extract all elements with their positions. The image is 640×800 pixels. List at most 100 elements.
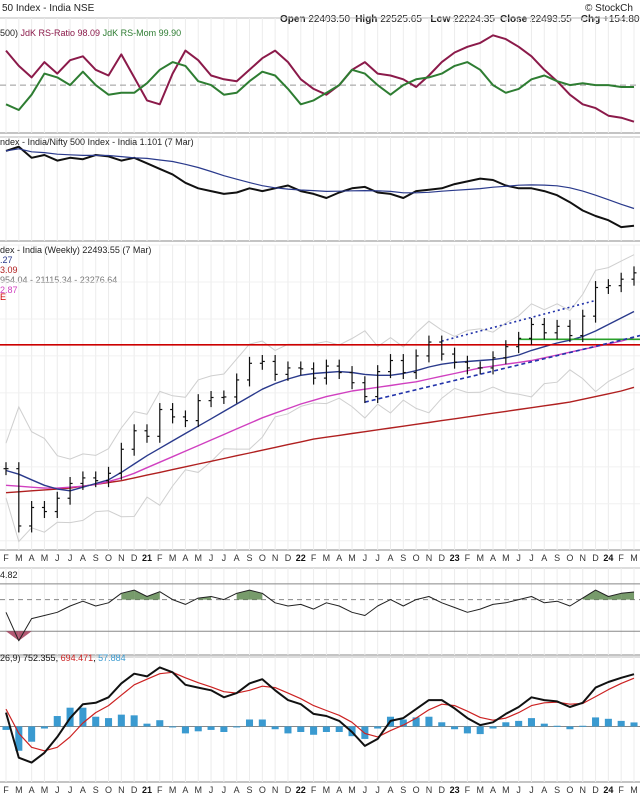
x-tick-label: M xyxy=(348,785,356,795)
x-tick-label: F xyxy=(3,553,9,563)
x-tick-label: O xyxy=(566,553,573,563)
rs-mom-label: JdK RS-Mom 99.90 xyxy=(103,28,182,38)
rsi-fill-positive xyxy=(608,593,622,600)
x-tick-label: A xyxy=(387,785,393,795)
x-tick-label: J xyxy=(55,785,60,795)
histogram-bar xyxy=(374,726,382,729)
histogram-value: 57.884 xyxy=(98,653,126,663)
x-tick-label: M xyxy=(194,553,202,563)
x-tick-label: M xyxy=(169,785,177,795)
histogram-bar xyxy=(630,722,638,727)
chart-title: 50 Index - India NSE xyxy=(2,3,95,14)
x-tick-label: N xyxy=(579,553,586,563)
histogram-bar xyxy=(438,722,446,727)
x-tick-label: D xyxy=(131,785,138,795)
x-tick-label: J xyxy=(375,785,380,795)
x-tick-label: D xyxy=(592,785,599,795)
x-tick-label: N xyxy=(426,553,433,563)
ohlc-open: Open 22403.50 xyxy=(280,14,350,25)
plot-area xyxy=(0,34,640,764)
x-tick-label: J xyxy=(529,785,534,795)
x-tick-label: O xyxy=(105,785,112,795)
histogram-bar xyxy=(515,720,523,727)
x-axes: F M A M J J A S O N D 21 F M A M J J A S O N D 22 F M A M J J A S O N D 23 F… xyxy=(3,553,638,795)
rs-ratio-line xyxy=(5,34,635,123)
histogram-bar xyxy=(284,726,292,734)
bollinger-lower xyxy=(5,367,635,543)
jdk-legend: 500) JdK RS-Ratio 98.09 JdK RS-Mom 99.90 xyxy=(0,28,181,38)
x-tick-label: A xyxy=(541,553,547,563)
x-tick-label: F xyxy=(618,553,624,563)
macd-line xyxy=(5,666,635,764)
price-panel-label: dex - India (Weekly) 22493.55 (7 Mar) xyxy=(0,245,151,255)
price-legend: .27 3.09 954.04 - 21115.34 - 23276.64 2.… xyxy=(0,255,117,302)
histogram-bar xyxy=(553,725,561,727)
bollinger-upper xyxy=(5,254,635,460)
x-tick-label: 23 xyxy=(450,785,460,795)
rs-ratio-label: JdK RS-Ratio 98.09 xyxy=(21,28,101,38)
histogram-bar xyxy=(105,718,113,727)
ohlc-chg: Chg +154.80 (+0 xyxy=(581,14,640,25)
signal-value: 694.471 xyxy=(61,653,94,663)
histogram-bar xyxy=(463,726,471,734)
x-tick-label: M xyxy=(323,553,331,563)
histogram-bar xyxy=(412,717,420,727)
ma-blue-line xyxy=(5,310,635,492)
x-tick-label: J xyxy=(209,785,214,795)
brand-watermark: © StockCh xyxy=(585,3,633,14)
ma-magenta-line xyxy=(5,336,635,489)
histogram-bar xyxy=(271,726,279,730)
x-tick-label: A xyxy=(541,785,547,795)
x-tick-label: F xyxy=(465,553,471,563)
x-tick-label: A xyxy=(490,785,496,795)
histogram-bar xyxy=(156,720,164,727)
x-tick-label: O xyxy=(413,553,420,563)
histogram-bar xyxy=(169,726,177,728)
x-tick-label: J xyxy=(68,785,73,795)
x-tick-label: F xyxy=(311,785,317,795)
x-tick-label: S xyxy=(400,785,406,795)
x-tick-label: S xyxy=(93,785,99,795)
x-tick-label: D xyxy=(131,553,138,563)
x-tick-label: A xyxy=(80,553,86,563)
histogram-bar xyxy=(53,716,61,727)
ma-red-line xyxy=(5,386,635,494)
macd-value: 752.355 xyxy=(23,653,56,663)
histogram-bar xyxy=(335,726,343,732)
x-tick-label: J xyxy=(516,553,521,563)
x-tick-label: F xyxy=(618,785,624,795)
histogram-bar xyxy=(28,726,36,742)
x-tick-label: F xyxy=(157,553,163,563)
histogram-bar xyxy=(451,726,459,730)
x-tick-label: J xyxy=(222,553,227,563)
rsi-fill-positive xyxy=(134,590,147,600)
histogram-bar xyxy=(233,726,241,728)
histogram-bar xyxy=(399,719,407,727)
histogram-bar xyxy=(425,716,433,727)
relative-ratio-line xyxy=(5,145,635,229)
ohlc-high: High 22525.65 xyxy=(355,14,422,25)
x-tick-label: N xyxy=(118,553,125,563)
histogram-bar xyxy=(143,723,151,727)
x-tick-label: O xyxy=(566,785,573,795)
x-tick-label: N xyxy=(579,785,586,795)
x-tick-label: M xyxy=(476,785,484,795)
x-tick-label: S xyxy=(247,785,253,795)
x-tick-label: J xyxy=(68,553,73,563)
signal-line xyxy=(5,671,635,752)
histogram-bar xyxy=(527,718,535,727)
relative-strength-label: ndex - India/Nifty 500 Index - India 1.1… xyxy=(0,137,194,147)
x-tick-label: M xyxy=(169,553,177,563)
x-tick-label: M xyxy=(630,785,638,795)
histogram-bar xyxy=(258,719,266,727)
panel-frames xyxy=(0,17,640,783)
histogram-bar xyxy=(2,726,10,730)
x-tick-label: M xyxy=(502,553,510,563)
x-tick-label: A xyxy=(182,785,188,795)
rsi-fill-positive xyxy=(146,591,160,600)
histogram-bar xyxy=(322,726,330,732)
ohlc-close: Close 22493.55 xyxy=(500,14,572,25)
x-tick-label: A xyxy=(336,553,342,563)
ohlc-low: Low 22224.35 xyxy=(430,14,495,25)
histogram-bar xyxy=(194,726,202,732)
